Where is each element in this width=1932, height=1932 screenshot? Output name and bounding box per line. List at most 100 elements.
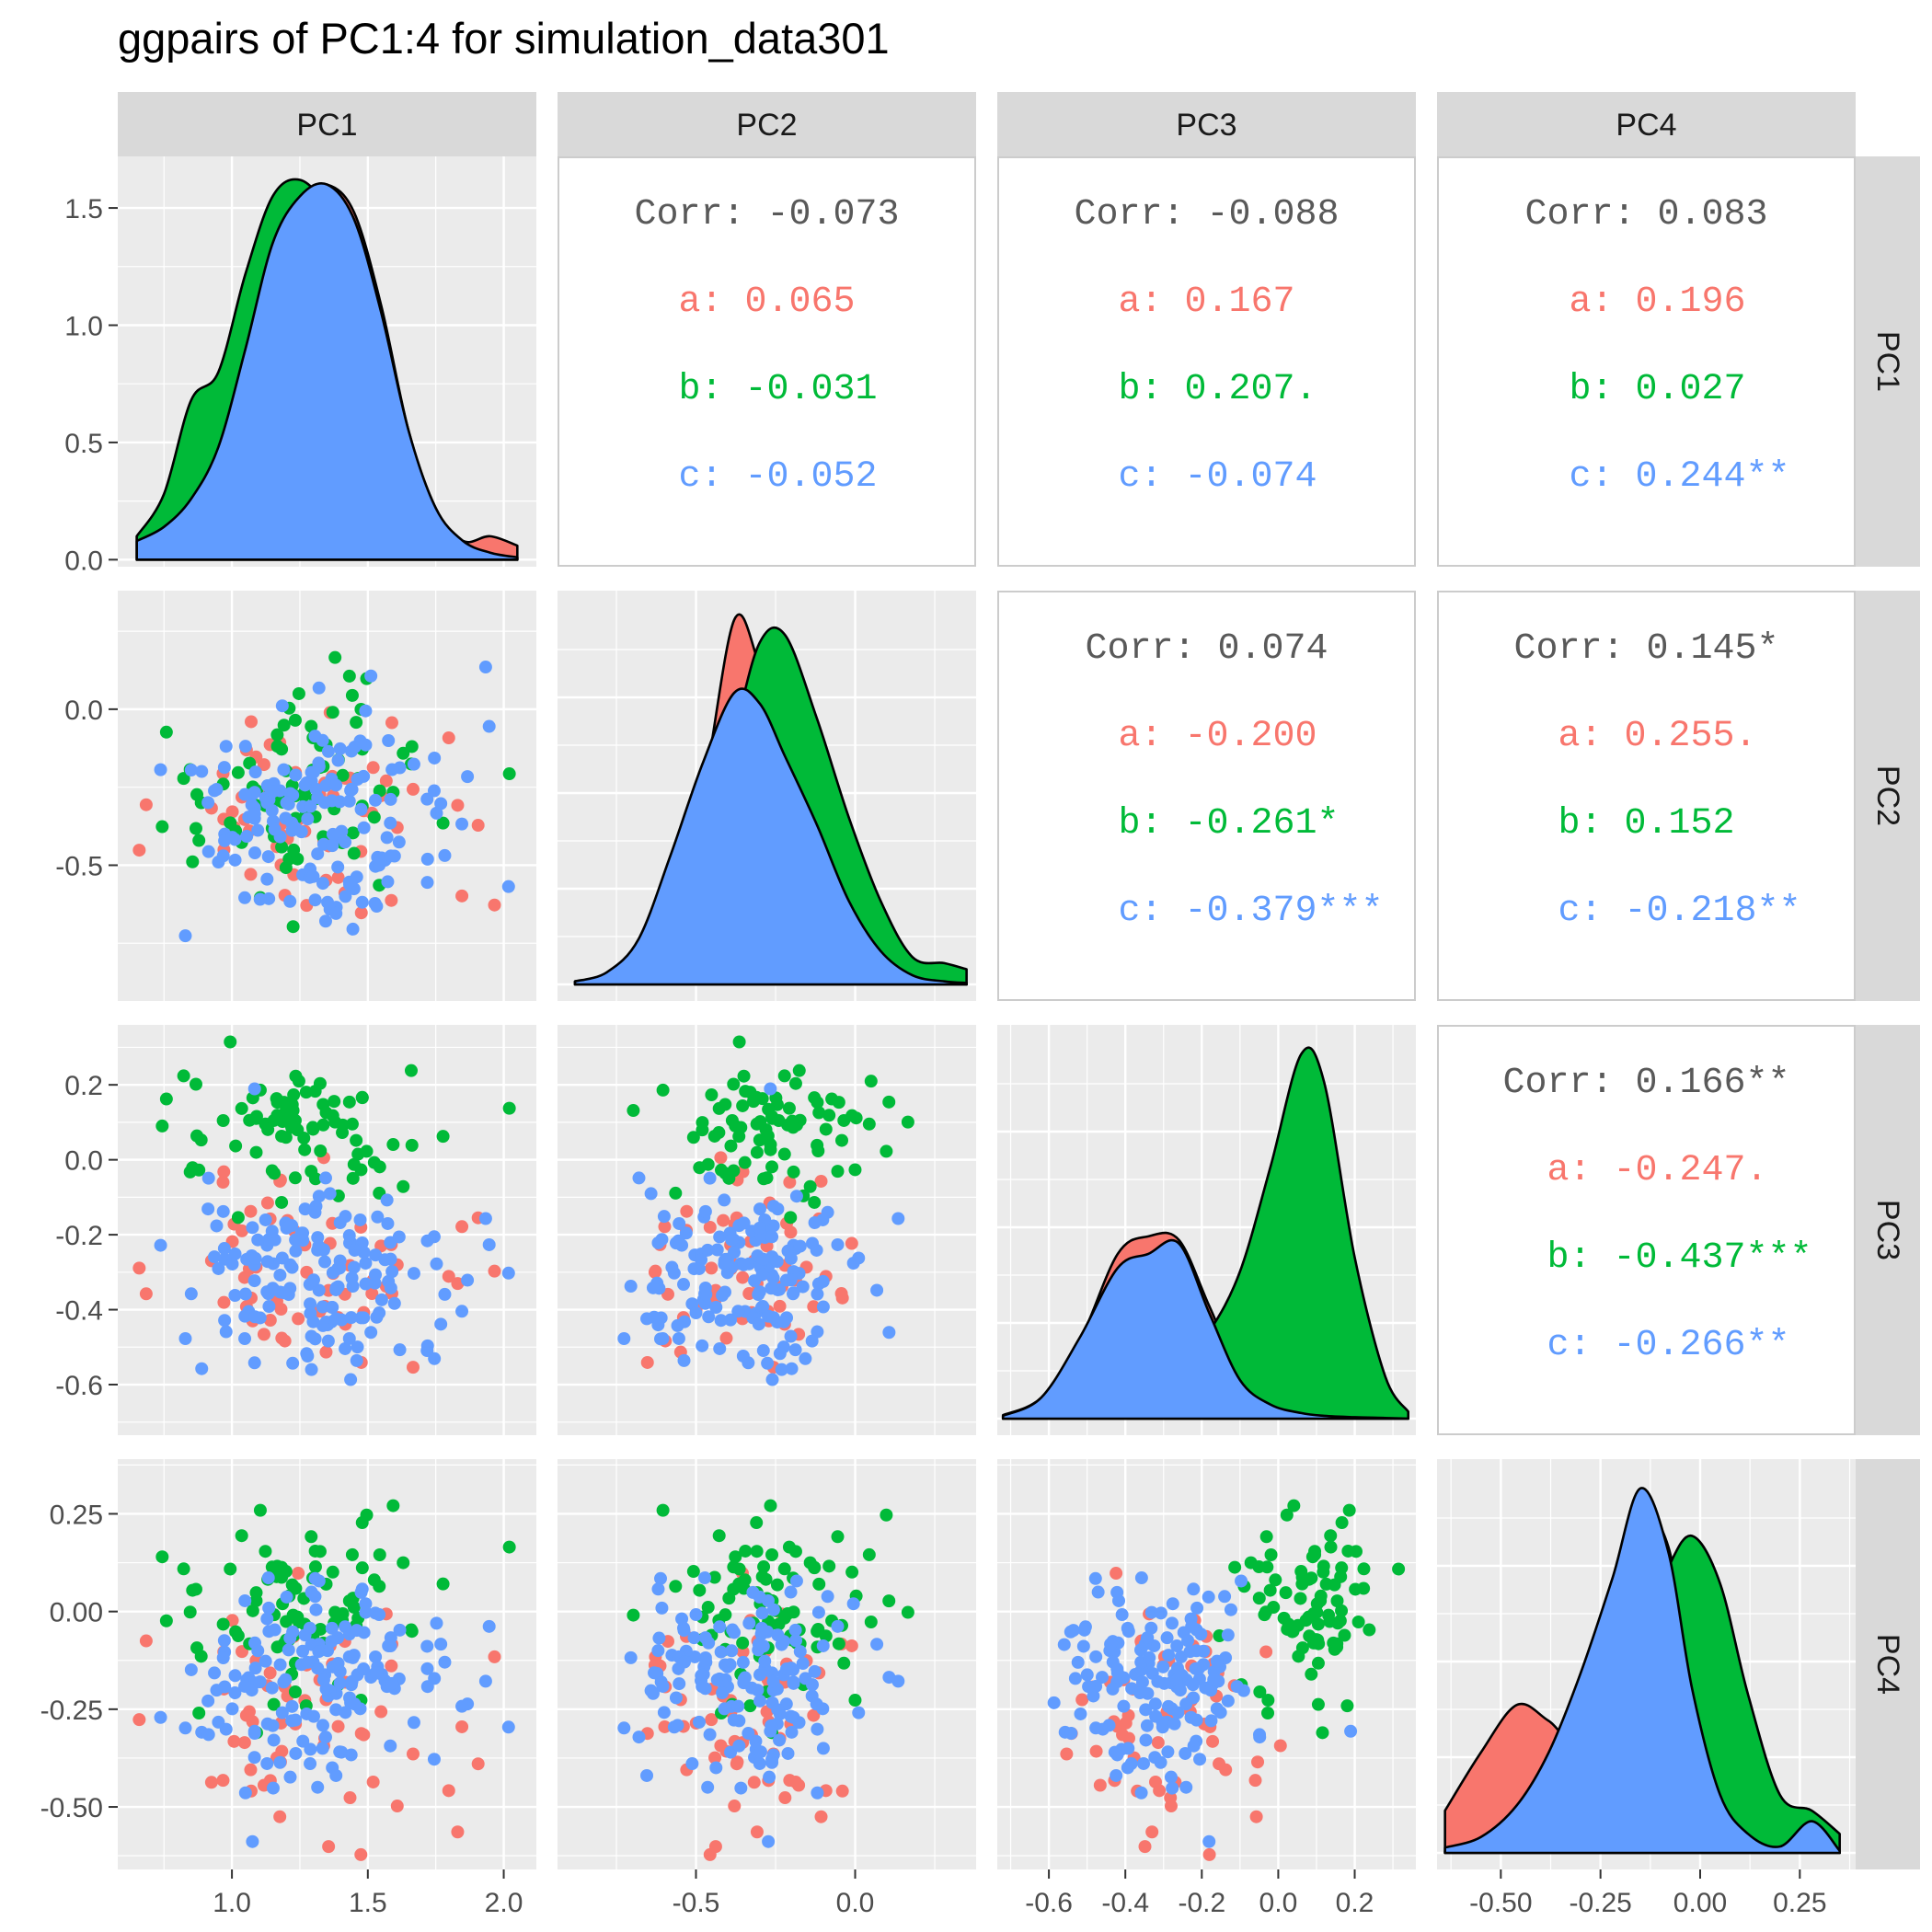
scatter-point-c: [710, 1243, 724, 1257]
scatter-point-c: [1140, 1719, 1154, 1732]
scatter-point-c: [699, 1655, 713, 1669]
scatter-point-c: [407, 757, 420, 771]
scatter-point-a: [1164, 1791, 1178, 1805]
scatter-point-c: [692, 1261, 706, 1275]
scatter-point-c: [201, 1171, 215, 1185]
scatter-point-b: [194, 1650, 208, 1663]
scatter-point-a: [204, 1776, 218, 1789]
x-axis-tick-label: -0.2: [1178, 1888, 1225, 1918]
scatter-point-c: [811, 1786, 824, 1800]
scatter-point-c: [732, 1739, 746, 1753]
scatter-point-b: [350, 716, 363, 730]
scatter-point-a: [263, 1314, 277, 1328]
scatter-point-c: [644, 1187, 658, 1201]
y-axis-tick-label: 0.0: [64, 546, 103, 576]
scatter-point-b: [848, 1163, 862, 1177]
scatter-point-b: [285, 1121, 299, 1134]
scatter-point-c: [1110, 1768, 1123, 1782]
scatter-point-a: [773, 1299, 787, 1313]
scatter-point-c: [1134, 1571, 1148, 1585]
scatter-point-b: [224, 1562, 237, 1576]
scatter-point-a: [244, 868, 258, 881]
scatter-point-b: [1357, 1581, 1371, 1595]
density-curve-c: [1001, 1238, 1409, 1420]
scatter-point-b: [297, 1132, 311, 1145]
scatter-point-b: [1308, 1547, 1322, 1561]
scatter-point-b: [819, 1122, 833, 1136]
scatter-point-c: [212, 1261, 225, 1275]
scatter-point-c: [701, 1780, 715, 1794]
scatter-point-b: [1285, 1625, 1299, 1639]
scatter-point-b: [246, 1604, 259, 1617]
scatter-point-b: [231, 765, 245, 779]
scatter-point-c: [311, 847, 325, 861]
scatter-point-a: [719, 1331, 733, 1345]
scatter-point-c: [1102, 1719, 1116, 1732]
scatter-point-b: [287, 843, 301, 857]
scatter-point-c: [333, 1676, 347, 1690]
scatter-point-c: [482, 1619, 496, 1633]
scatter-point-a: [132, 1261, 146, 1275]
scatter-point-a: [244, 1763, 258, 1777]
scatter-point-c: [617, 1332, 631, 1346]
scatter-point-c: [1204, 1714, 1218, 1728]
scatter-point-c: [373, 858, 386, 872]
scatter-point-c: [289, 1746, 303, 1760]
scatter-point-a: [747, 1776, 761, 1789]
scatter-point-b: [831, 1530, 845, 1544]
scatter-point-c: [1187, 1582, 1201, 1596]
scatter-point-b: [737, 1069, 751, 1083]
scatter-point-b: [159, 1092, 173, 1106]
scatter-point-a: [488, 898, 501, 912]
scatter-point-c: [632, 1171, 646, 1185]
scatter-point-b: [724, 1139, 738, 1153]
scatter-point-c: [259, 1654, 272, 1668]
scatter-point-c: [201, 1694, 215, 1708]
scatter-point-b: [729, 1550, 742, 1564]
scatter-point-a: [322, 1840, 336, 1854]
scatter-point-a: [736, 1271, 750, 1284]
scatter-point-c: [811, 1287, 824, 1301]
scatter-point-b: [777, 1069, 791, 1083]
scatter-point-a: [788, 1775, 802, 1788]
scatter-point-c: [734, 1781, 748, 1795]
scatter-point-b: [502, 1540, 516, 1554]
scatter-point-c: [346, 922, 360, 936]
group-c-correlation: c: -0.074: [1119, 456, 1317, 498]
scatter-point-c: [407, 1716, 420, 1730]
scatter-point-b: [286, 920, 300, 934]
scatter-point-c: [1193, 1753, 1207, 1766]
scatter-point-b: [772, 1113, 786, 1127]
scatter-point-c: [279, 811, 293, 825]
scatter-point-c: [1089, 1721, 1103, 1735]
scatter-point-b: [1259, 1530, 1273, 1544]
row-strip-pc2: [1856, 591, 1920, 1001]
scatter-point-c: [316, 1742, 329, 1755]
scatter-point-c: [430, 1257, 443, 1271]
scatter-point-c: [369, 1268, 383, 1282]
scatter-point-a: [1213, 1757, 1226, 1771]
scatter-point-c: [651, 1644, 665, 1658]
scatter-point-c: [384, 1639, 397, 1653]
row-strip-pc1: [1856, 156, 1920, 567]
scatter-point-c: [228, 1669, 242, 1683]
scatter-point-b: [502, 1101, 516, 1115]
scatter-point-c: [698, 1204, 712, 1218]
scatter-point-c: [1202, 1834, 1216, 1848]
scatter-point-c: [329, 778, 343, 792]
scatter-point-b: [882, 1594, 896, 1608]
scatter-point-c: [247, 1356, 261, 1370]
scatter-point-c: [308, 1571, 322, 1585]
scatter-point-c: [195, 1362, 209, 1375]
correlation-panel-pc2-pc4: [1437, 591, 1856, 1001]
scatter-point-c: [1173, 1684, 1187, 1697]
scatter-point-c: [673, 1677, 686, 1691]
scatter-point-c: [689, 1306, 703, 1320]
x-axis-tick-label: -0.5: [673, 1888, 720, 1918]
scatter-point-b: [289, 1069, 303, 1083]
scatter-point-c: [357, 1662, 371, 1676]
scatter-point-b: [882, 1095, 896, 1109]
scatter-point-c: [737, 1673, 751, 1686]
scatter-point-b: [712, 1101, 726, 1115]
scatter-point-c: [1148, 1751, 1162, 1765]
